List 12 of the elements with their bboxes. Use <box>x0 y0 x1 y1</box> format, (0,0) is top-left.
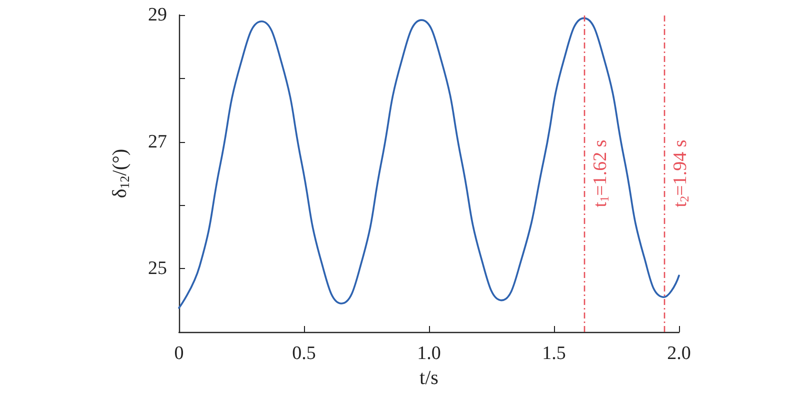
x-tick-label: 2.0 <box>667 343 691 364</box>
y-tick-label: 29 <box>148 4 167 26</box>
ref-line-label: t2=1.94 s <box>670 140 692 208</box>
x-tick-label: 0 <box>174 343 184 364</box>
y-axis-title: δ12/(°) <box>109 148 132 198</box>
x-tick-label: 0.5 <box>292 343 316 364</box>
x-tick-label: 1.0 <box>417 343 441 364</box>
x-tick-label: 1.5 <box>542 343 566 364</box>
x-axis-title: t/s <box>420 366 439 389</box>
y-tick-label: 25 <box>148 258 167 280</box>
y-tick-label: 27 <box>148 131 167 152</box>
ref-line-label: t1=1.62 s <box>590 140 612 208</box>
